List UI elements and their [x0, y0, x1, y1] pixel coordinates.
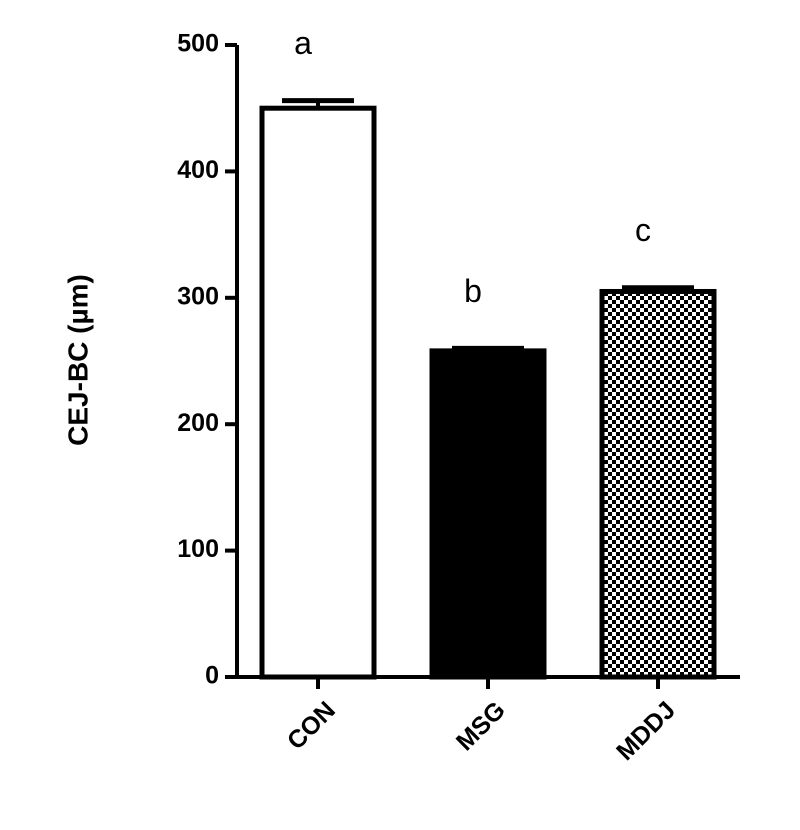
- y-tick-label: 500: [177, 30, 219, 58]
- y-tick-label: 300: [177, 282, 219, 310]
- y-tick-label: 400: [177, 156, 219, 184]
- x-tick-label: MDDJ: [611, 696, 681, 766]
- significance-letter: a: [294, 25, 312, 61]
- x-tick-label: CON: [282, 696, 341, 755]
- y-tick-label: 0: [205, 662, 219, 690]
- y-tick-label: 200: [177, 409, 219, 437]
- bar: [599, 288, 717, 680]
- significance-letter: c: [635, 212, 651, 248]
- y-tick-label: 100: [177, 535, 219, 563]
- significance-letter: b: [464, 273, 482, 309]
- y-axis-title: CEJ-BC (µm): [62, 274, 93, 446]
- bar: [429, 348, 547, 680]
- x-tick-label: MSG: [451, 696, 511, 756]
- bar: [259, 105, 377, 680]
